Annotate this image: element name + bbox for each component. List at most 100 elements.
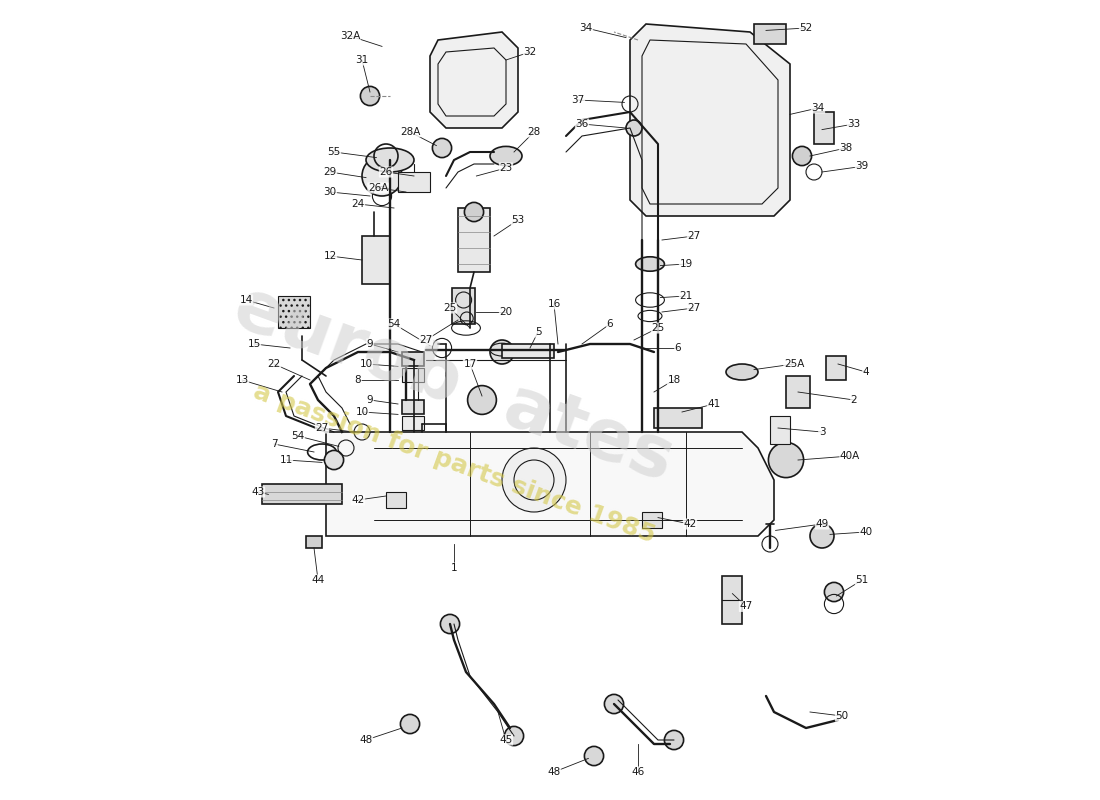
Circle shape (769, 442, 804, 478)
Bar (458, 208, 490, 272)
Bar (786, 376, 810, 408)
Circle shape (505, 726, 524, 746)
Bar (722, 576, 742, 624)
Text: 54: 54 (292, 431, 305, 441)
Text: 51: 51 (856, 575, 869, 585)
Text: eurob  ates: eurob ates (224, 273, 683, 495)
Text: 24: 24 (351, 199, 364, 209)
Circle shape (502, 448, 566, 512)
Text: 1: 1 (451, 563, 458, 573)
Text: 32: 32 (524, 47, 537, 57)
Circle shape (664, 730, 683, 750)
Text: 27: 27 (419, 335, 432, 345)
Text: 53: 53 (512, 215, 525, 225)
Text: 36: 36 (575, 119, 589, 129)
Text: 14: 14 (240, 295, 253, 305)
Text: 3: 3 (818, 427, 825, 437)
Text: 8: 8 (354, 375, 361, 385)
Text: 11: 11 (279, 455, 293, 465)
Text: 13: 13 (235, 375, 249, 385)
Text: 33: 33 (847, 119, 860, 129)
Text: 38: 38 (839, 143, 853, 153)
Text: 5: 5 (535, 327, 541, 337)
Circle shape (626, 120, 642, 136)
Text: 25: 25 (651, 323, 664, 333)
Polygon shape (430, 32, 518, 128)
Text: 29: 29 (323, 167, 337, 177)
Text: 31: 31 (355, 55, 368, 65)
Text: 26: 26 (379, 167, 393, 177)
Text: 48: 48 (548, 767, 561, 777)
Circle shape (584, 746, 604, 766)
Text: 10: 10 (360, 359, 373, 369)
Text: a passion for parts since 1985: a passion for parts since 1985 (250, 380, 658, 548)
Text: 28: 28 (527, 127, 540, 137)
Text: 40A: 40A (840, 451, 860, 461)
Circle shape (490, 340, 514, 364)
Circle shape (464, 202, 484, 222)
Text: 19: 19 (680, 259, 693, 269)
Text: 42: 42 (351, 495, 364, 505)
Text: 22: 22 (267, 359, 280, 369)
Bar (654, 408, 702, 428)
Bar (770, 416, 790, 444)
Text: 27: 27 (316, 423, 329, 433)
Polygon shape (326, 432, 774, 536)
Text: 26A: 26A (367, 183, 388, 193)
Bar (402, 368, 425, 382)
Bar (826, 356, 846, 380)
Text: 42: 42 (683, 519, 696, 529)
Text: 4: 4 (862, 367, 869, 377)
Ellipse shape (726, 364, 758, 380)
Text: 25: 25 (443, 303, 456, 313)
Text: 46: 46 (631, 767, 645, 777)
Circle shape (810, 524, 834, 548)
Bar (402, 352, 425, 366)
Text: 7: 7 (271, 439, 277, 449)
Circle shape (361, 86, 379, 106)
Text: 34: 34 (812, 103, 825, 113)
Bar (362, 236, 390, 284)
Bar (642, 512, 662, 528)
Ellipse shape (636, 257, 664, 271)
Circle shape (468, 386, 496, 414)
Text: 48: 48 (360, 735, 373, 745)
Text: 55: 55 (328, 147, 341, 157)
Polygon shape (278, 296, 310, 328)
Text: 9: 9 (366, 339, 373, 349)
Text: 6: 6 (607, 319, 614, 329)
Text: 49: 49 (815, 519, 828, 529)
Circle shape (400, 714, 419, 734)
Bar (402, 416, 425, 430)
Polygon shape (262, 484, 342, 504)
Text: 6: 6 (674, 343, 681, 353)
Circle shape (824, 582, 844, 602)
Text: 20: 20 (499, 307, 513, 317)
Text: 30: 30 (323, 187, 337, 197)
Ellipse shape (366, 148, 414, 172)
Bar (402, 400, 425, 414)
Text: 39: 39 (856, 162, 869, 171)
Text: 34: 34 (580, 23, 593, 33)
Circle shape (362, 156, 402, 196)
Bar (502, 344, 554, 358)
Text: 43: 43 (252, 487, 265, 497)
Bar (398, 172, 430, 192)
Text: 47: 47 (739, 602, 752, 611)
Text: 54: 54 (387, 319, 400, 329)
Circle shape (324, 450, 343, 470)
Text: 15: 15 (248, 339, 261, 349)
Bar (306, 536, 322, 548)
Polygon shape (630, 24, 790, 216)
Text: 32A: 32A (340, 31, 360, 41)
Text: 44: 44 (311, 575, 324, 585)
Text: 52: 52 (800, 23, 813, 33)
Text: 12: 12 (323, 251, 337, 261)
Bar (452, 288, 475, 324)
Circle shape (440, 614, 460, 634)
Text: 45: 45 (499, 735, 513, 745)
Circle shape (792, 146, 812, 166)
Ellipse shape (490, 146, 522, 166)
Bar (814, 112, 834, 144)
Text: 23: 23 (499, 163, 513, 173)
